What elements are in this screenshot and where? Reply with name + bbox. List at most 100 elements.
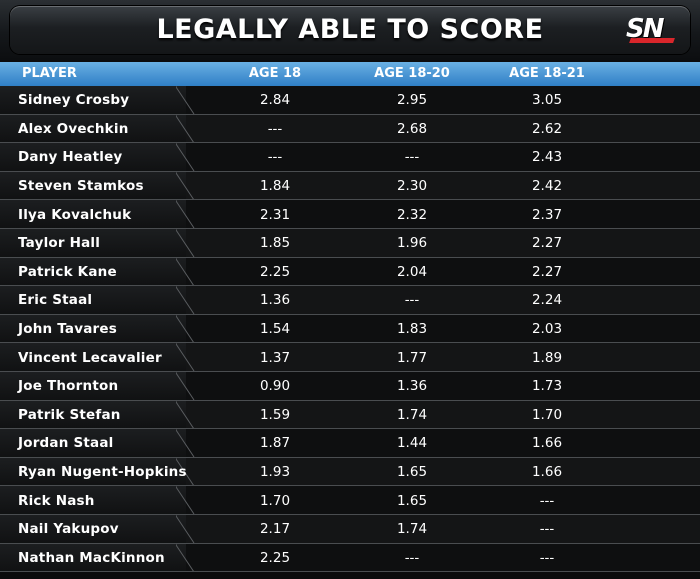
row-divider xyxy=(0,342,700,344)
age-18-20-value: 1.36 xyxy=(396,378,428,395)
table-row: Joe Thornton 0.90 1.36 1.73 xyxy=(0,371,700,401)
row-divider xyxy=(0,399,700,401)
table-row: Jordan Staal 1.87 1.44 1.66 xyxy=(0,429,700,458)
age-18-21-value: 1.66 xyxy=(531,435,563,452)
table-row: Ryan Nugent-Hopkins 1.93 1.65 1.66 xyxy=(0,457,700,487)
table-row: Dany Heatley --- --- 2.43 xyxy=(0,143,700,172)
player-cell-background xyxy=(0,228,186,258)
row-divider xyxy=(0,428,700,430)
player-cell-background xyxy=(0,114,186,144)
player-cell-background xyxy=(0,343,186,372)
row-slant-divider xyxy=(176,257,195,286)
table-row: Taylor Hall 1.85 1.96 2.27 xyxy=(0,228,700,258)
age-18-20-value: --- xyxy=(404,549,420,566)
table-row: John Tavares 1.54 1.83 2.03 xyxy=(0,314,700,344)
age-18-20-value: 2.04 xyxy=(396,263,428,280)
table-row: Eric Staal 1.36 --- 2.24 xyxy=(0,286,700,315)
row-slant-divider xyxy=(176,514,195,544)
row-divider xyxy=(0,370,700,372)
player-name: Rick Nash xyxy=(18,492,95,509)
age-18-20-value: 1.44 xyxy=(396,435,428,452)
table-row: Patrik Stefan 1.59 1.74 1.70 xyxy=(0,400,700,430)
player-cell-background xyxy=(0,171,186,201)
age-18-value: 1.36 xyxy=(259,292,291,309)
age-18-21-value: 1.70 xyxy=(531,406,563,423)
table-row: Nail Yakupov 2.17 1.74 --- xyxy=(0,514,700,544)
row-slant-divider xyxy=(176,371,195,401)
chart-title: LEGALLY ABLE TO SCORE xyxy=(156,14,544,45)
age-18-value: --- xyxy=(267,120,283,137)
row-slant-divider xyxy=(176,228,195,258)
age-18-21-value: --- xyxy=(539,549,555,566)
row-slant-divider xyxy=(176,486,195,515)
player-cell-background xyxy=(0,286,186,315)
age-18-value: 2.84 xyxy=(259,92,291,109)
row-divider xyxy=(0,456,700,458)
row-divider xyxy=(0,142,700,144)
table-body: Sidney Crosby 2.84 2.95 3.05 Alex Ovechkin --… xyxy=(0,86,700,573)
age-18-20-value: 1.77 xyxy=(396,349,428,366)
player-name: Nathan MacKinnon xyxy=(18,549,165,566)
age-18-20-value: 1.65 xyxy=(396,464,428,481)
age-18-21-value: 2.37 xyxy=(531,206,563,223)
age-18-21-value: --- xyxy=(539,492,555,509)
age-18-value: 0.90 xyxy=(259,378,291,395)
player-name: Ryan Nugent-Hopkins xyxy=(18,464,187,481)
age-18-value: 2.31 xyxy=(259,206,291,223)
player-cell-background xyxy=(0,543,186,573)
player-name: Dany Heatley xyxy=(18,149,123,166)
age-18-value: 2.25 xyxy=(259,263,291,280)
age-18-21-value: 2.42 xyxy=(531,178,563,195)
row-divider xyxy=(0,542,700,544)
player-cell-background xyxy=(0,314,186,344)
age-18-21-value: 3.05 xyxy=(531,92,563,109)
row-slant-divider xyxy=(176,543,195,572)
player-name: Joe Thornton xyxy=(18,378,119,395)
row-divider xyxy=(0,113,700,115)
row-slant-divider xyxy=(176,143,195,172)
age-18-21-value: 2.03 xyxy=(531,321,563,338)
row-slant-divider xyxy=(176,400,195,429)
player-cell-background xyxy=(0,400,186,430)
age-18-21-value: --- xyxy=(539,521,555,538)
age-18-value: 2.17 xyxy=(259,521,291,538)
player-name: Jordan Staal xyxy=(18,435,114,452)
title-banner: LEGALLY ABLE TO SCORE SN xyxy=(0,0,700,60)
player-name: John Tavares xyxy=(18,321,117,338)
age-18-20-value: 2.95 xyxy=(396,92,428,109)
age-18-20-value: --- xyxy=(404,292,420,309)
row-slant-divider xyxy=(176,171,195,201)
player-name: Eric Staal xyxy=(18,292,93,309)
column-header-age-18-21: AGE 18-21 xyxy=(509,66,585,81)
table-row: Alex Ovechkin --- 2.68 2.62 xyxy=(0,114,700,144)
player-cell-background xyxy=(0,257,186,287)
column-header-age-18: AGE 18 xyxy=(248,66,302,81)
player-name: Patrik Stefan xyxy=(18,406,121,423)
row-slant-divider xyxy=(176,314,195,344)
age-18-value: 1.84 xyxy=(259,178,291,195)
row-divider xyxy=(0,199,700,201)
row-slant-divider xyxy=(176,429,195,458)
age-18-21-value: 2.27 xyxy=(531,263,563,280)
player-cell-background xyxy=(0,200,186,229)
player-cell-background xyxy=(0,457,186,487)
row-slant-divider xyxy=(176,286,195,315)
row-divider xyxy=(0,485,700,487)
row-divider xyxy=(0,513,700,515)
row-divider xyxy=(0,571,700,573)
player-cell-background xyxy=(0,429,186,458)
player-name: Taylor Hall xyxy=(18,235,101,252)
age-18-20-value: 1.83 xyxy=(396,321,428,338)
logo-text: SN xyxy=(626,14,664,44)
player-name: Vincent Lecavalier xyxy=(18,349,162,366)
row-slant-divider xyxy=(176,200,195,229)
table-row: Patrick Kane 2.25 2.04 2.27 xyxy=(0,257,700,287)
player-name: Ilya Kovalchuk xyxy=(18,206,132,223)
column-header-age-18-20: AGE 18-20 xyxy=(374,66,450,81)
age-18-value: --- xyxy=(267,149,283,166)
row-divider xyxy=(0,256,700,258)
title-banner-panel xyxy=(10,6,690,54)
table-row: Steven Stamkos 1.84 2.30 2.42 xyxy=(0,171,700,201)
table-row: Nathan MacKinnon 2.25 --- --- xyxy=(0,543,700,573)
